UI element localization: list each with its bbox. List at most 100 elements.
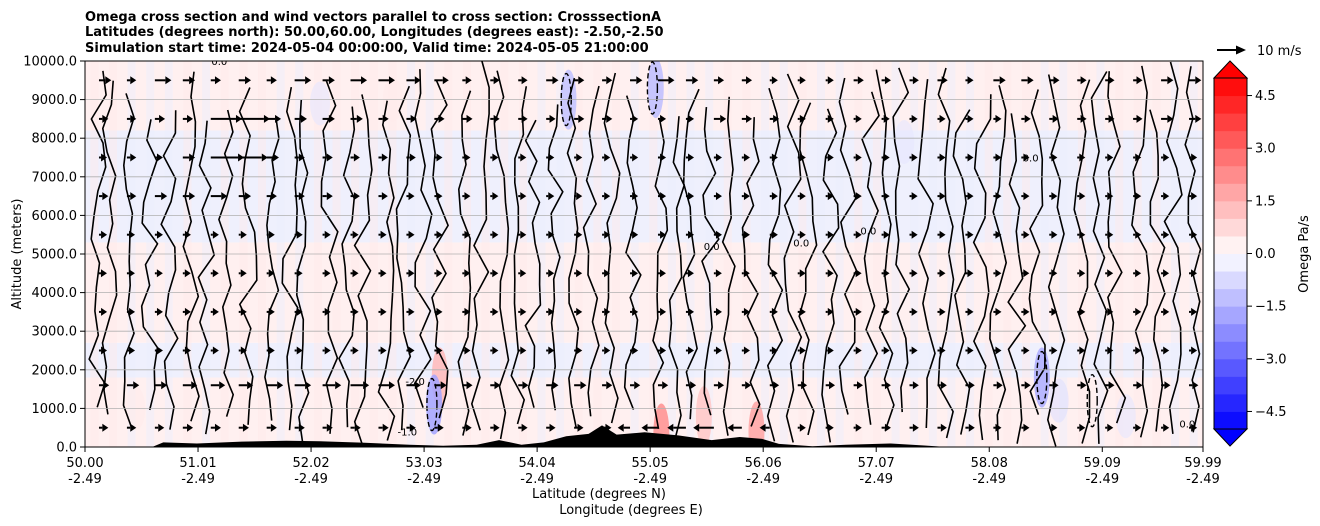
omega-contour-line: [937, 67, 955, 439]
omega-contour-negative: [1086, 373, 1098, 428]
wind-vector: [1021, 153, 1030, 162]
wind-vector: [574, 76, 585, 85]
colorbar-segments: [1214, 78, 1247, 430]
wind-vector: [210, 76, 221, 85]
wind-vector: [546, 381, 559, 390]
wind-vector: [154, 346, 163, 355]
wind-vector: [797, 230, 806, 239]
omega-contour-line: [413, 69, 433, 408]
omega-contour-line: [122, 93, 135, 430]
x-tick-label-lat: 57.07: [858, 456, 895, 471]
wind-vector: [518, 307, 527, 316]
wind-vector: [462, 230, 471, 239]
omega-contour-line: [721, 96, 736, 436]
wind-vector: [797, 76, 806, 85]
x-tick-label-lat: 52.02: [292, 456, 329, 471]
wind-vector: [126, 153, 137, 162]
x-tick-label-lon: -2.49: [1085, 472, 1119, 487]
wind-vector: [741, 346, 750, 355]
wind-vector: [1077, 307, 1086, 316]
chart-title-line-1: Omega cross section and wind vectors par…: [85, 10, 661, 25]
wind-vector: [462, 153, 471, 162]
wind-vector: [993, 346, 1002, 355]
wind-vector: [154, 153, 163, 162]
wind-vector: [490, 76, 500, 85]
omega-contour-line: [1149, 109, 1166, 432]
wind-vector: [434, 381, 447, 390]
omega-contour-line: [1028, 89, 1046, 415]
wind-vector: [881, 307, 890, 316]
wind-vector: [1105, 381, 1115, 390]
wind-vector: [490, 230, 499, 239]
wind-vector: [1133, 153, 1142, 162]
wind-vector: [727, 423, 742, 432]
wind-vector: [126, 114, 137, 123]
wind-vector: [937, 153, 946, 162]
wind-vector: [909, 346, 918, 355]
colorbar: −4.5 −3.0 −1.5 0.0 1.5 3.0 4.5 Omega Pa/s: [1212, 60, 1312, 447]
colorbar-tick-label: −1.5: [1255, 300, 1287, 315]
wind-vector: [602, 230, 611, 239]
wind-vector: [490, 153, 499, 162]
wind-vector: [182, 76, 196, 85]
wind-vector: [182, 230, 191, 239]
wind-vector: [630, 381, 641, 390]
wind-vector: [617, 423, 631, 432]
omega-contour-line: [783, 73, 803, 443]
wind-vector: [378, 230, 387, 239]
wind-vector: [154, 269, 163, 278]
wind-vector: [574, 192, 583, 201]
wind-vector: [1021, 381, 1031, 390]
wind-vector: [1105, 230, 1114, 239]
omega-contour-line: [281, 86, 299, 431]
omega-contour-line: [989, 85, 1008, 441]
x-tick-label-lat: 56.06: [745, 456, 782, 471]
omega-contour-line: [892, 67, 911, 413]
y-tick-label: 5000.0: [32, 248, 78, 263]
wind-vector: [1189, 153, 1198, 162]
wind-vector: [1105, 346, 1114, 355]
contour-label: 0.0: [704, 242, 720, 253]
wind-vector: [518, 153, 527, 162]
wind-vector: [797, 192, 806, 201]
wind-vector: [1049, 346, 1058, 355]
colorbar-segment: [1214, 130, 1247, 149]
wind-vector: [546, 230, 555, 239]
y-tick-label: 3000.0: [32, 325, 78, 340]
wind-vector: [154, 76, 172, 85]
wind-vector: [518, 423, 528, 432]
wind-vector: [825, 346, 834, 355]
wind-vector: [1077, 381, 1087, 390]
wind-vector: [266, 269, 275, 278]
wind-vector: [965, 153, 974, 162]
wind-vector: [518, 346, 527, 355]
wind-vector: [853, 307, 862, 316]
wind-vector: [378, 153, 388, 162]
wind-vector: [602, 76, 613, 85]
omega-contour-line: [377, 100, 396, 441]
x-tick-label-lon: -2.49: [1186, 472, 1220, 487]
wind-vector: [350, 153, 360, 162]
wind-vector: [490, 423, 500, 432]
wind-vector: [350, 381, 370, 390]
wind-vector: [741, 192, 750, 201]
wind-vector: [685, 307, 695, 316]
wind-vector: [182, 423, 194, 432]
wind-vector: [350, 307, 359, 316]
omega-contour-line: [470, 61, 490, 431]
wind-vector: [1105, 153, 1114, 162]
wind-vector: [713, 230, 722, 239]
wind-vector: [322, 381, 342, 390]
wind-vector: [126, 76, 137, 85]
wind-vector: [266, 346, 275, 355]
wind-vector: [1189, 381, 1199, 390]
quiver-key-label: 10 m/s: [1257, 44, 1302, 59]
wind-vector: [462, 192, 471, 201]
wind-vector: [1077, 153, 1086, 162]
wind-vector: [574, 153, 583, 162]
wind-vector: [266, 307, 275, 316]
wind-vector: [1161, 423, 1170, 432]
wind-vector: [406, 76, 421, 85]
wind-vector: [630, 114, 639, 123]
